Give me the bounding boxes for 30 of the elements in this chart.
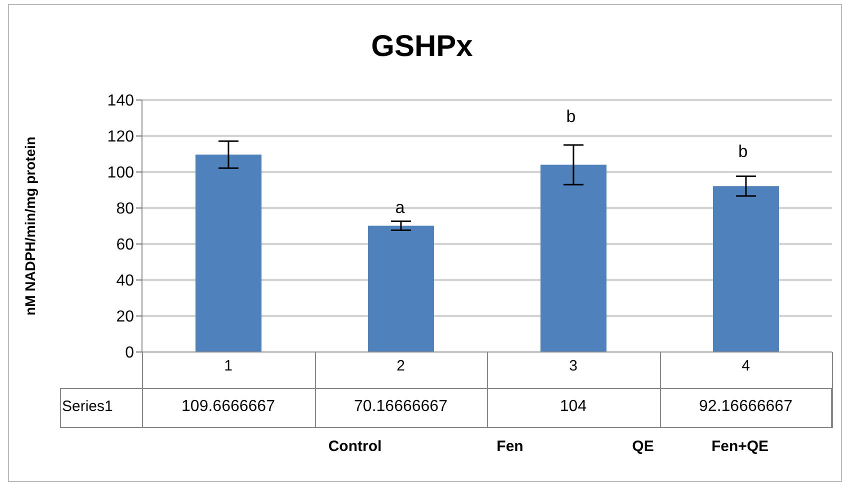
x-tick-label: 3 <box>569 358 578 375</box>
y-tick-label: 40 <box>116 272 134 290</box>
bar <box>195 154 262 352</box>
y-tick-label: 120 <box>107 128 134 146</box>
bar <box>712 186 779 352</box>
y-tick-label: 140 <box>107 92 134 110</box>
text: Control <box>327 438 383 455</box>
y-tick-label: 20 <box>116 308 134 326</box>
bar <box>368 226 434 352</box>
chart-title: GSHPx <box>370 30 474 64</box>
y-tick-label: 60 <box>116 236 134 254</box>
annotation: b <box>737 142 749 162</box>
bar <box>540 164 606 352</box>
text: Fen <box>496 438 524 455</box>
y-tick-label: 0 <box>125 344 134 362</box>
data-label: 109.6666667 <box>180 398 276 416</box>
data-label: 104 <box>558 398 588 416</box>
text: Fen+QE <box>710 438 770 455</box>
text: QE <box>631 438 655 455</box>
x-tick-label: 2 <box>396 358 405 375</box>
data-label: 70.16666667 <box>353 398 448 416</box>
x-tick-label: 1 <box>224 358 232 375</box>
x-tick-label: 4 <box>742 358 750 375</box>
y-axis-title: nM NADPH/min/mg protein <box>22 136 38 316</box>
annotation: b <box>565 107 577 127</box>
text: Series1 <box>62 398 113 415</box>
y-tick-label: 100 <box>107 164 134 182</box>
annotation: a <box>394 198 406 218</box>
y-tick-label: 80 <box>116 200 134 218</box>
data-label: 92.16666667 <box>698 398 794 416</box>
